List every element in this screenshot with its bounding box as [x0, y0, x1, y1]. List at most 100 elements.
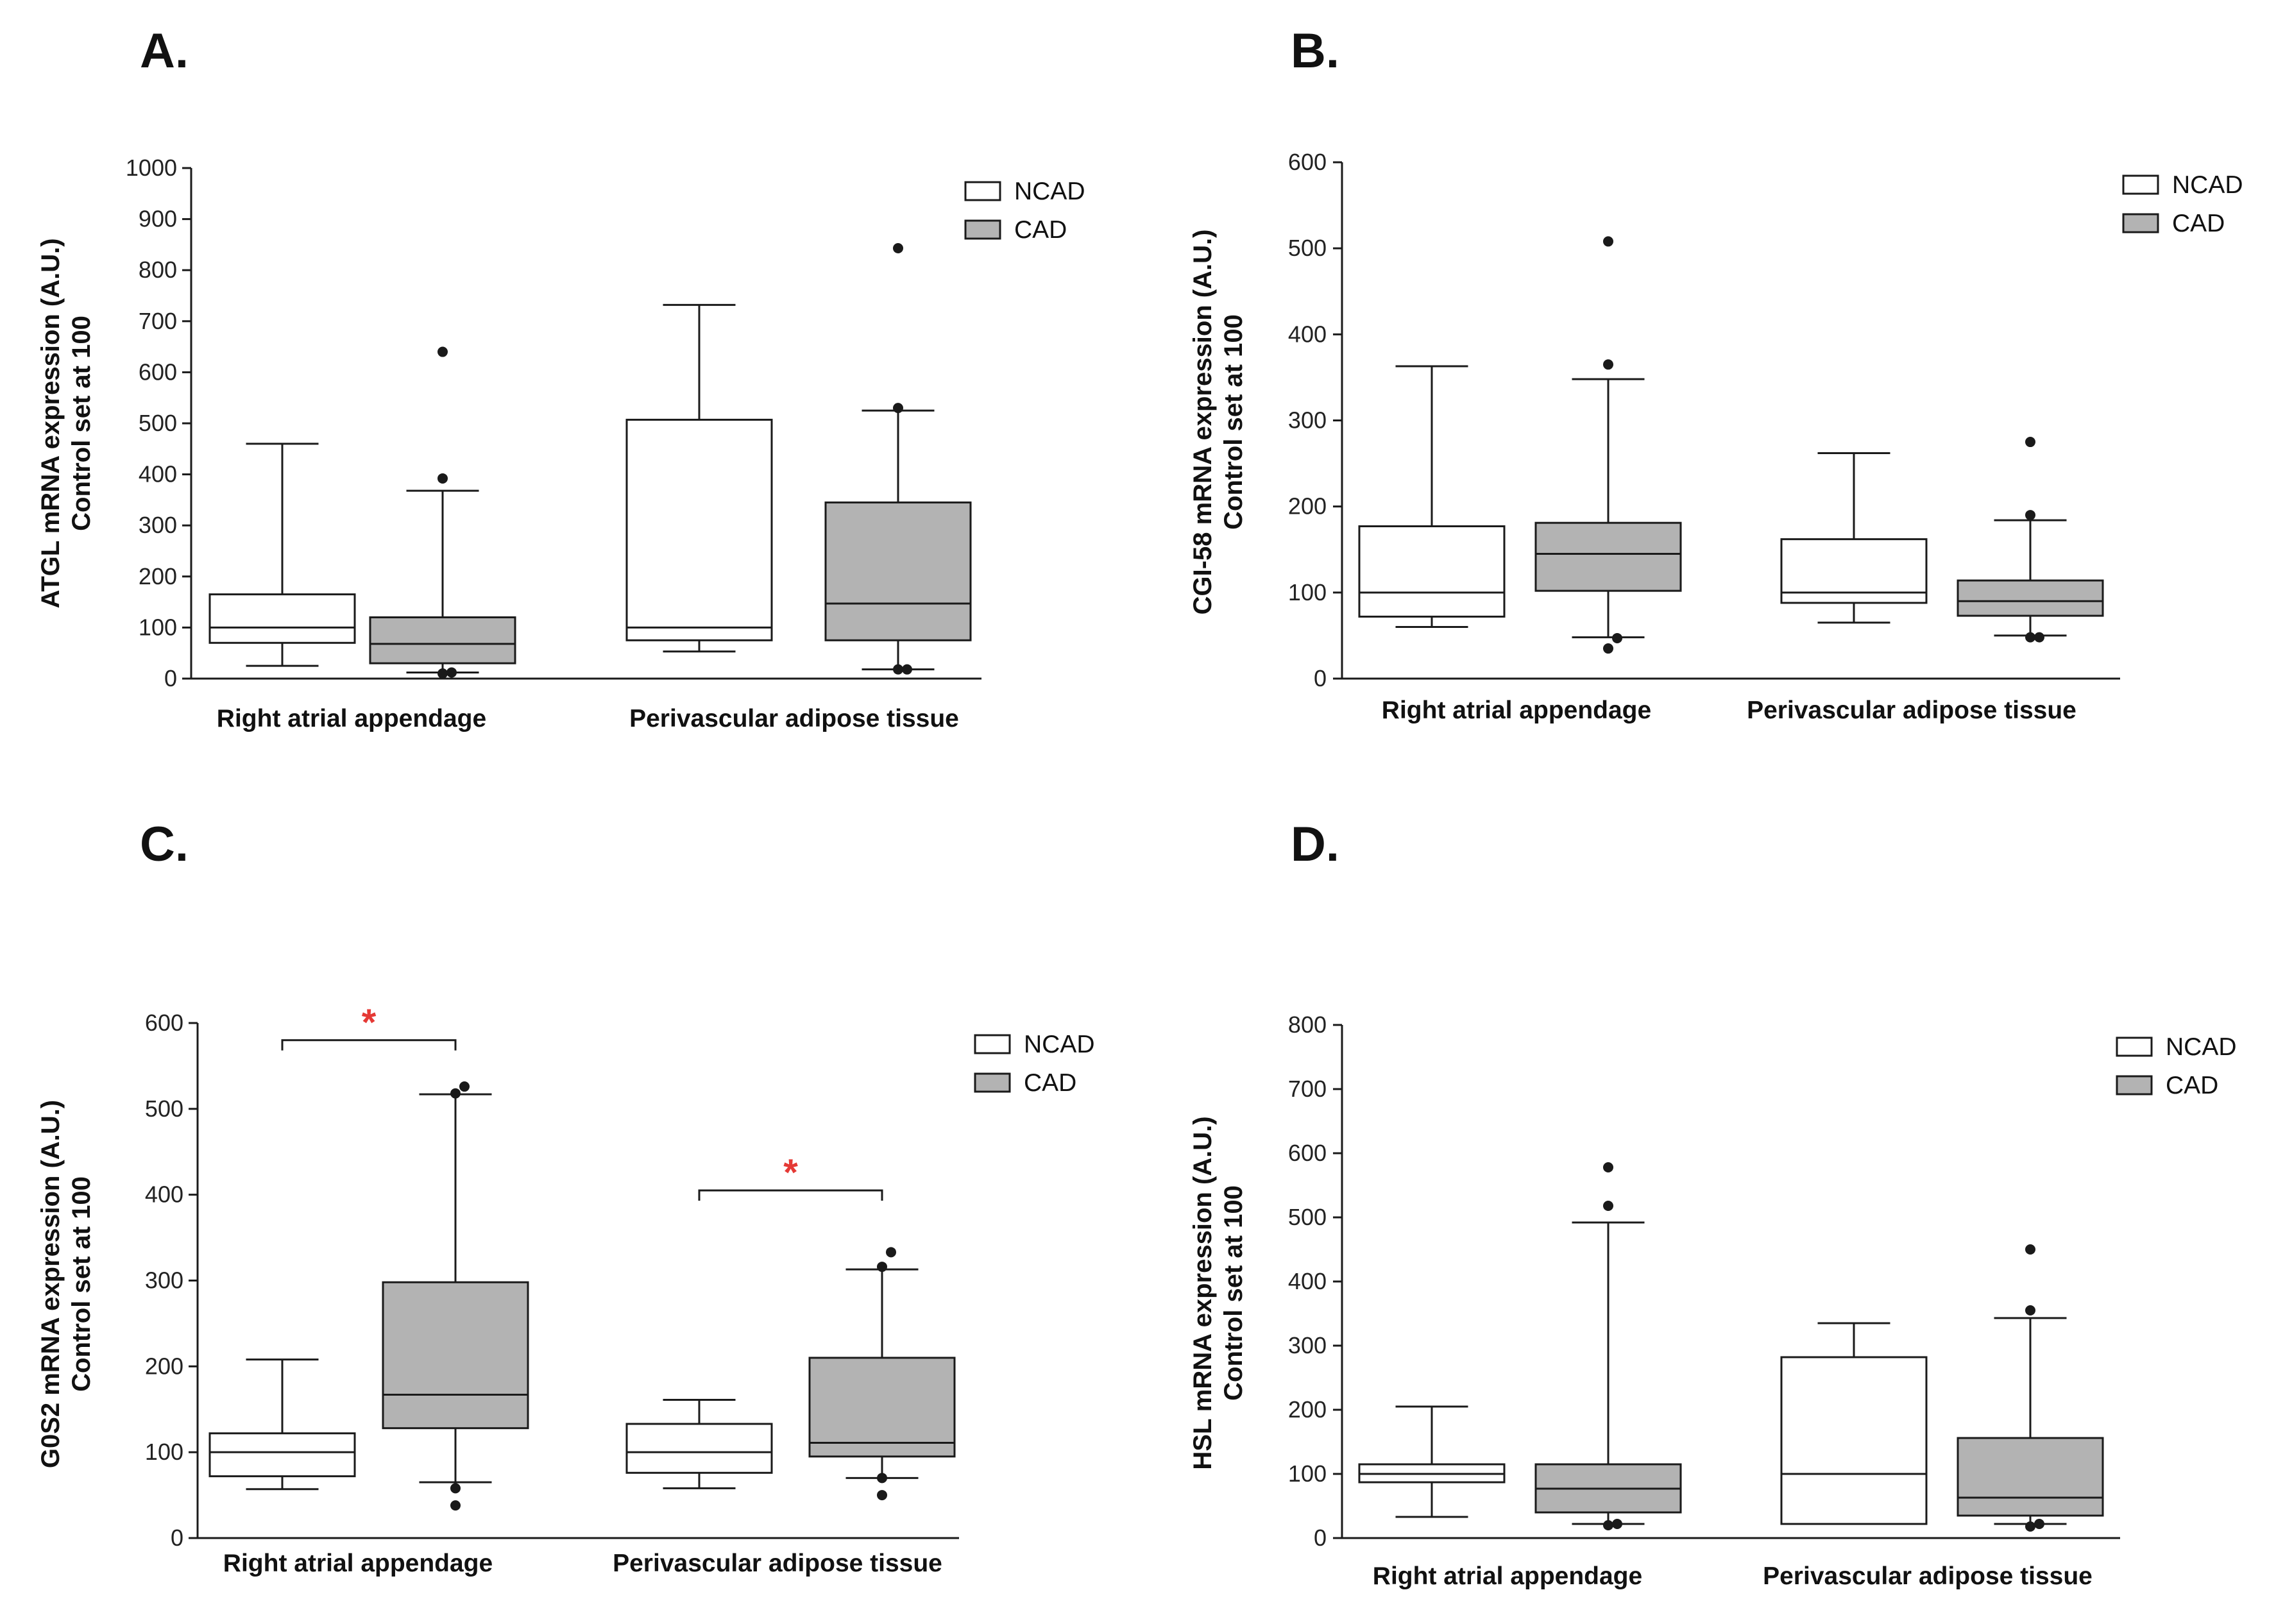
- outlier-point: [1612, 632, 1622, 643]
- outlier-point: [1603, 236, 1613, 247]
- y-tick-label: 300: [145, 1267, 183, 1294]
- outlier-point: [459, 1081, 470, 1092]
- box-ncad: [625, 1399, 773, 1489]
- legend-swatch: [2116, 1036, 2153, 1057]
- x-category-label: Perivascular adipose tissue: [629, 705, 959, 732]
- legend-label: NCAD: [1024, 1031, 1095, 1058]
- significance-bracket: *: [698, 1152, 883, 1201]
- outlier-point: [2025, 1521, 2035, 1532]
- significance-bracket: *: [281, 1002, 457, 1051]
- box-iqr: [208, 593, 356, 644]
- box-cad: [1534, 236, 1682, 654]
- y-axis-label-line2: Control set at 100: [67, 1176, 96, 1392]
- outlier-point: [877, 1473, 887, 1484]
- box-iqr: [208, 1432, 356, 1478]
- outlier-point: [437, 346, 448, 357]
- box-iqr: [382, 1281, 529, 1430]
- x-category-label: Perivascular adipose tissue: [613, 1550, 942, 1577]
- y-tick-label: 600: [1288, 149, 1327, 175]
- legend-label: CAD: [1024, 1069, 1076, 1097]
- y-tick-label: 400: [1288, 321, 1327, 347]
- y-axis-label: HSL mRNA expression (A.U.) Control set at…: [1189, 1116, 1248, 1469]
- y-axis-label-line1: HSL mRNA expression (A.U.): [1189, 1116, 1217, 1469]
- outlier-point: [2034, 632, 2044, 643]
- y-axis-label: CGI-58 mRNA expression (A.U.) Control set…: [1189, 230, 1248, 615]
- outlier-point: [450, 1500, 461, 1511]
- y-tick-label: 300: [1288, 1332, 1327, 1358]
- box-ncad: [208, 443, 356, 667]
- outlier-point: [902, 664, 912, 675]
- y-tick-label: 200: [139, 563, 177, 589]
- y-tick-label: 200: [1288, 1396, 1327, 1423]
- y-tick-label: 500: [145, 1095, 183, 1122]
- y-tick-label: 900: [139, 206, 177, 232]
- box-cad: [1534, 1162, 1682, 1530]
- legend-swatch: [974, 1072, 1011, 1093]
- legend-swatch: [2122, 213, 2159, 233]
- box-cad: [808, 1247, 956, 1501]
- legend-label: NCAD: [2172, 171, 2243, 199]
- outlier-point: [1603, 1162, 1613, 1172]
- outlier-point: [2025, 1244, 2035, 1255]
- box-cad: [1957, 437, 2104, 643]
- y-tick-label: 400: [139, 461, 177, 487]
- box-iqr: [1358, 525, 1506, 618]
- legend-label: NCAD: [2166, 1033, 2237, 1061]
- outlier-point: [2025, 437, 2035, 448]
- y-tick-label: 700: [1288, 1076, 1327, 1102]
- significance-star: *: [783, 1152, 798, 1194]
- box-iqr: [1780, 1356, 1928, 1525]
- legend-label: CAD: [1014, 216, 1067, 244]
- y-tick-label: 600: [139, 359, 177, 385]
- significance-star: *: [362, 1002, 377, 1044]
- bracket-line: [281, 1039, 457, 1051]
- panel-letter: D.: [1291, 817, 1339, 872]
- y-tick-label: 800: [139, 257, 177, 283]
- box-ncad: [1358, 1405, 1506, 1518]
- x-category-label: Right atrial appendage: [1373, 1562, 1642, 1590]
- legend-item-ncad: NCAD: [2116, 1033, 2237, 1061]
- y-tick-label: 600: [145, 1010, 183, 1036]
- panel-letter: A.: [140, 24, 189, 78]
- y-tick-label: 200: [145, 1353, 183, 1379]
- legend-swatch: [964, 219, 1001, 240]
- outlier-point: [1603, 643, 1613, 654]
- y-axis-label-line2: Control set at 100: [1219, 314, 1248, 530]
- outlier-point: [893, 403, 903, 414]
- y-tick-label: 500: [139, 410, 177, 436]
- box-iqr: [1534, 521, 1682, 592]
- box-ncad: [1780, 452, 1928, 624]
- y-tick-label: 400: [145, 1181, 183, 1208]
- y-tick-label: 100: [145, 1439, 183, 1465]
- y-tick-label: 0: [1314, 665, 1327, 691]
- x-category-label: Perivascular adipose tissue: [1747, 697, 2076, 724]
- box-iqr: [625, 1423, 773, 1474]
- legend-item-ncad: NCAD: [974, 1031, 1095, 1058]
- legend-item-cad: CAD: [964, 216, 1067, 244]
- outlier-point: [437, 473, 448, 484]
- box-ncad: [1358, 365, 1506, 628]
- outlier-point: [2025, 510, 2035, 521]
- outlier-point: [886, 1247, 896, 1258]
- box-ncad: [1780, 1322, 1928, 1525]
- legend-label: NCAD: [1014, 178, 1085, 205]
- legend-item-ncad: NCAD: [2122, 171, 2243, 199]
- box-iqr: [1957, 1437, 2104, 1517]
- box-iqr: [1957, 579, 2104, 617]
- y-tick-label: 500: [1288, 1204, 1327, 1230]
- y-tick-label: 1000: [126, 155, 177, 181]
- box-iqr: [824, 501, 972, 641]
- outlier-point: [450, 1483, 461, 1494]
- panel-c: C. 0 100 200 300 400 500 600 G0S2 mRNA expressio…: [37, 817, 1095, 1577]
- legend-item-cad: CAD: [974, 1069, 1076, 1097]
- outlier-point: [893, 664, 903, 675]
- y-axis-label-line2: Control set at 100: [1219, 1185, 1248, 1401]
- outlier-point: [877, 1262, 887, 1273]
- x-category-label: Perivascular adipose tissue: [1763, 1562, 2093, 1590]
- y-axis-label: G0S2 mRNA expression (A.U.) Control set a…: [37, 1100, 96, 1468]
- legend-swatch: [2116, 1075, 2153, 1095]
- legend-item-ncad: NCAD: [964, 178, 1085, 205]
- y-tick-label: 100: [139, 614, 177, 640]
- legend-swatch: [964, 181, 1001, 201]
